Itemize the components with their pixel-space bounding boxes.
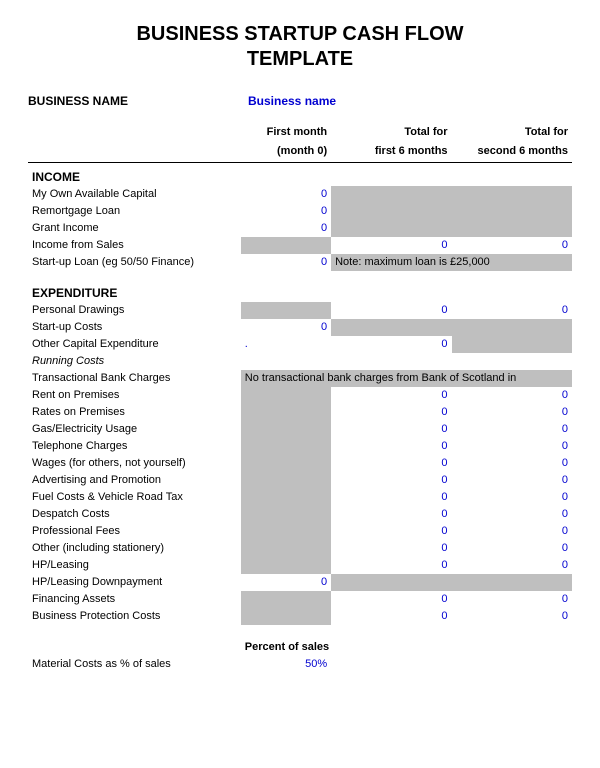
header-row-1: First month Total for Total for xyxy=(28,124,572,143)
section-expenditure: EXPENDITURE xyxy=(28,285,241,302)
row-own-capital: My Own Available Capital 0 xyxy=(28,186,572,203)
hdr-c1a: First month xyxy=(241,124,331,143)
business-value[interactable]: Business name xyxy=(248,94,336,108)
row-hp: HP/Leasing 0 0 xyxy=(28,557,572,574)
row-remortgage: Remortgage Loan 0 xyxy=(28,203,572,220)
row-prof: Professional Fees 0 0 xyxy=(28,523,572,540)
row-sales: Income from Sales 0 0 xyxy=(28,237,572,254)
row-rent: Rent on Premises 0 0 xyxy=(28,387,572,404)
hdr-c2a: Total for xyxy=(331,124,451,143)
row-tel: Telephone Charges 0 0 xyxy=(28,438,572,455)
row-running: Running Costs xyxy=(28,353,572,370)
row-startup-loan: Start-up Loan (eg 50/50 Finance) 0 Note:… xyxy=(28,254,572,271)
row-bizprot: Business Protection Costs 0 0 xyxy=(28,608,572,625)
title-line2: TEMPLATE xyxy=(247,48,353,70)
section-income: INCOME xyxy=(28,169,241,186)
row-other: Other (including stationery) 0 0 xyxy=(28,540,572,557)
hdr-c1b: (month 0) xyxy=(241,143,331,163)
hdr-c3b: second 6 months xyxy=(452,143,572,163)
bank-note: No transactional bank charges from Bank … xyxy=(241,370,572,387)
row-personal: Personal Drawings 0 0 xyxy=(28,302,572,319)
page-title: BUSINESS STARTUP CASH FLOW TEMPLATE xyxy=(28,22,572,72)
row-despatch: Despatch Costs 0 0 xyxy=(28,506,572,523)
hdr-c2b: first 6 months xyxy=(331,143,451,163)
title-line1: BUSINESS STARTUP CASH FLOW xyxy=(136,23,463,45)
row-material: Material Costs as % of sales 50% xyxy=(28,656,572,673)
row-gas: Gas/Electricity Usage 0 0 xyxy=(28,421,572,438)
loan-note: Note: maximum loan is £25,000 xyxy=(331,254,572,271)
business-row: BUSINESS NAME Business name xyxy=(28,94,572,108)
row-ads: Advertising and Promotion 0 0 xyxy=(28,472,572,489)
cashflow-table: First month Total for Total for (month 0… xyxy=(28,124,572,673)
row-othercap: Other Capital Expenditure . 0 xyxy=(28,336,572,353)
hdr-c3a: Total for xyxy=(452,124,572,143)
row-fin: Financing Assets 0 0 xyxy=(28,591,572,608)
business-label: BUSINESS NAME xyxy=(28,94,248,108)
row-bankchg: Transactional Bank Charges No transactio… xyxy=(28,370,572,387)
row-rates: Rates on Premises 0 0 xyxy=(28,404,572,421)
row-wages: Wages (for others, not yourself) 0 0 xyxy=(28,455,572,472)
row-percent-header: Percent of sales xyxy=(28,639,572,656)
percent-label: Percent of sales xyxy=(241,639,331,656)
row-hpdown: HP/Leasing Downpayment 0 xyxy=(28,574,572,591)
row-fuel: Fuel Costs & Vehicle Road Tax 0 0 xyxy=(28,489,572,506)
row-grant: Grant Income 0 xyxy=(28,220,572,237)
row-startup-costs: Start-up Costs 0 xyxy=(28,319,572,336)
header-row-2: (month 0) first 6 months second 6 months xyxy=(28,143,572,163)
